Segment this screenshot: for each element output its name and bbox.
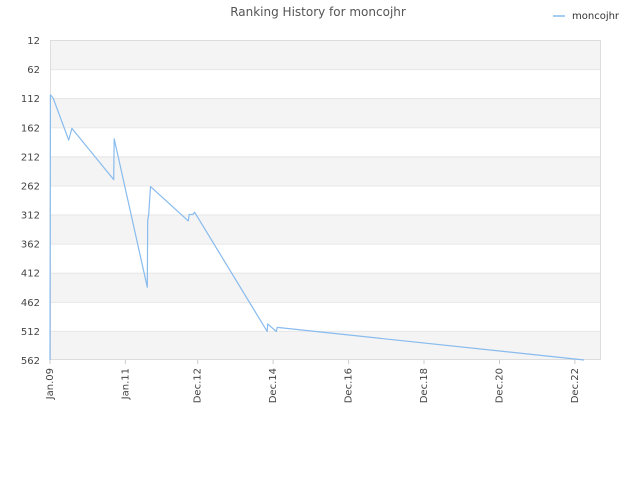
y-tick-label: 312 (21, 211, 40, 222)
grid-band (50, 156, 600, 186)
chart-title: Ranking History for moncojhr (230, 5, 406, 19)
grid-band (50, 330, 600, 360)
y-tick-label: 362 (21, 240, 40, 251)
y-tick-label: 412 (21, 269, 40, 280)
grid-band (50, 301, 600, 331)
legend: moncojhr (553, 11, 620, 22)
y-tick-label: 462 (21, 298, 40, 309)
y-tick-label: 12 (27, 36, 40, 47)
series-moncojhr (49, 94, 585, 361)
series-line (49, 94, 585, 361)
grid-band (50, 243, 600, 273)
y-tick-label: 212 (21, 152, 40, 163)
x-tick-label: Dec.12 (193, 368, 204, 403)
y-tick-label: 162 (21, 123, 40, 134)
y-axis: 12 62 112 162 212 262 312 362 412 462 512 562 (21, 36, 40, 367)
x-axis: Jan.09 Jan.11 Dec.12 Dec.14 Dec.16 Dec.18 Dec.… (45, 360, 581, 403)
grid-band (50, 98, 600, 128)
y-tick-label: 512 (21, 327, 40, 338)
legend-label: moncojhr (572, 11, 620, 22)
grid-band (50, 272, 600, 302)
y-tick-label: 112 (21, 94, 40, 105)
x-tick-label: Dec.14 (268, 368, 279, 403)
x-tick-label: Jan.11 (120, 368, 131, 400)
y-tick-label: 62 (27, 65, 40, 76)
grid-band (50, 214, 600, 244)
x-tick-label: Dec.20 (495, 368, 506, 403)
grid-bands (50, 40, 600, 360)
y-tick-label: 562 (21, 356, 40, 367)
x-tick-label: Jan.09 (45, 368, 56, 400)
grid-band (50, 40, 600, 70)
y-tick-label: 262 (21, 181, 40, 192)
x-tick-label: Dec.22 (570, 368, 581, 403)
grid-band (50, 185, 600, 215)
grid-band (50, 127, 600, 157)
x-tick-label: Dec.16 (344, 368, 355, 403)
x-tick-label: Dec.18 (419, 368, 430, 403)
grid-band (50, 69, 600, 99)
